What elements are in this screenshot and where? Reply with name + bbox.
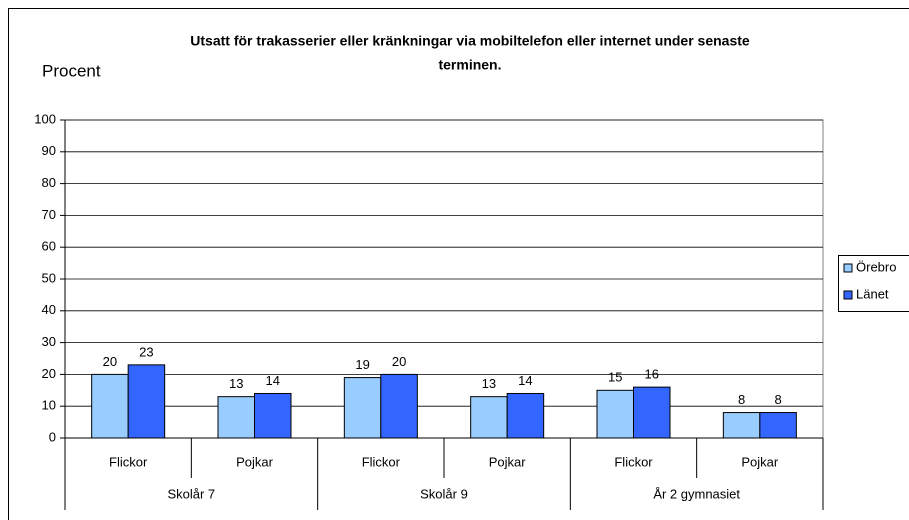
group-label: Skolår 7	[167, 486, 215, 501]
y-tick-label: 40	[42, 302, 56, 317]
bar	[380, 373, 418, 439]
bar	[596, 389, 634, 439]
x-tick-label: Flickor	[362, 454, 401, 469]
x-tick-label: Pojkar	[236, 454, 274, 469]
bar	[633, 386, 671, 439]
bar	[217, 396, 255, 439]
x-tick-label: Pojkar	[741, 454, 779, 469]
data-label: 16	[645, 367, 659, 382]
legend-swatch	[843, 263, 853, 273]
data-label: 14	[266, 373, 280, 388]
data-label: 14	[518, 373, 532, 388]
bar	[91, 373, 129, 439]
y-axis-label: Procent	[42, 61, 101, 80]
x-tick-label: Flickor	[614, 454, 653, 469]
y-tick-label: 10	[42, 398, 56, 413]
data-label: 20	[103, 354, 117, 369]
chart-title: Utsatt för trakasserier eller kränkninga…	[190, 33, 750, 49]
y-tick-label: 90	[42, 143, 56, 158]
y-tick-label: 60	[42, 239, 56, 254]
bar	[759, 412, 797, 439]
data-label: 8	[774, 392, 781, 407]
y-tick-label: 80	[42, 175, 56, 190]
data-label: 13	[482, 376, 496, 391]
legend-label: Örebro	[856, 259, 896, 274]
bar	[254, 392, 292, 439]
bar	[470, 396, 508, 439]
legend-swatch	[843, 290, 853, 300]
bar	[127, 364, 166, 439]
chart-title: terminen.	[438, 57, 501, 73]
group-label: År 2 gymnasiet	[653, 486, 740, 501]
data-label: 23	[139, 344, 153, 359]
data-label: 13	[229, 376, 243, 391]
data-label: 15	[608, 370, 622, 385]
y-tick-label: 20	[42, 366, 56, 381]
x-tick-label: Pojkar	[489, 454, 527, 469]
bar	[722, 412, 761, 439]
y-tick-label: 50	[42, 270, 56, 285]
data-label: 19	[355, 357, 369, 372]
bar	[506, 392, 545, 439]
y-tick-label: 100	[34, 111, 56, 126]
y-tick-label: 70	[42, 207, 56, 222]
data-label: 20	[392, 354, 406, 369]
bar	[343, 377, 382, 439]
y-tick-label: 30	[42, 334, 56, 349]
y-tick-label: 0	[49, 429, 56, 444]
group-label: Skolår 9	[420, 486, 468, 501]
x-tick-label: Flickor	[109, 454, 148, 469]
data-label: 8	[738, 392, 745, 407]
legend-label: Länet	[856, 286, 889, 301]
